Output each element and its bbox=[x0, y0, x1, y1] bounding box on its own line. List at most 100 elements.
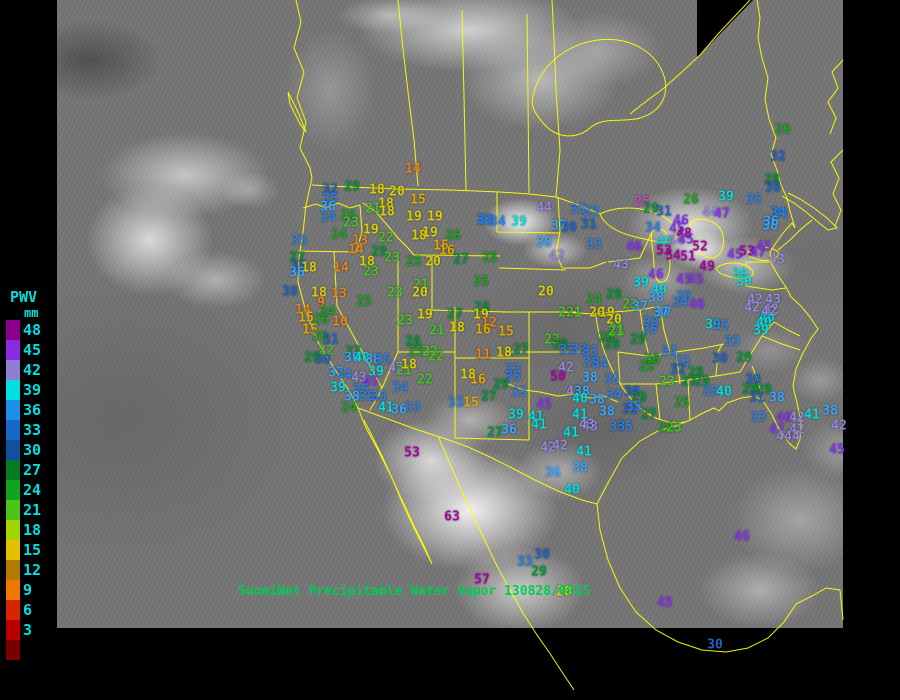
legend-row: 24 bbox=[6, 480, 56, 500]
station-value: 40 bbox=[572, 391, 588, 407]
station-value: 29 bbox=[631, 390, 647, 406]
station-value: 47 bbox=[714, 206, 730, 222]
station-value: 34 bbox=[606, 387, 622, 403]
station-value: 53 bbox=[656, 243, 672, 259]
station-value: 18 bbox=[411, 228, 427, 244]
station-value: 36 bbox=[320, 199, 336, 215]
station-value: 25 bbox=[408, 344, 424, 360]
station-value: 30 bbox=[624, 384, 640, 400]
station-value: 43 bbox=[582, 419, 598, 435]
station-value: 44 bbox=[536, 200, 552, 216]
station-value: 15 bbox=[410, 192, 426, 208]
station-value: 34 bbox=[772, 206, 788, 222]
legend-row: 45 bbox=[6, 340, 56, 360]
station-value: 33 bbox=[643, 315, 659, 331]
legend-row: 39 bbox=[6, 380, 56, 400]
station-value: 45 bbox=[829, 442, 845, 458]
station-value: 38 bbox=[648, 290, 664, 306]
station-value: 45 bbox=[669, 221, 685, 237]
station-value: 19 bbox=[422, 225, 438, 241]
station-value: 39 bbox=[718, 189, 734, 205]
station-value: 30 bbox=[315, 352, 331, 368]
station-value: 43 bbox=[769, 252, 785, 268]
station-value: 14 bbox=[348, 242, 364, 258]
station-value: 12 bbox=[481, 315, 497, 331]
station-value: 34 bbox=[320, 210, 336, 226]
legend-title: PWV bbox=[10, 288, 38, 306]
station-value: 20 bbox=[412, 285, 428, 301]
station-value: 27 bbox=[289, 250, 305, 266]
station-value: 40 bbox=[656, 234, 672, 250]
station-value: 29 bbox=[304, 350, 320, 366]
station-value: 34 bbox=[490, 214, 506, 230]
station-value: 21 bbox=[609, 322, 625, 338]
station-value: 33 bbox=[371, 389, 387, 405]
legend-swatch bbox=[6, 460, 20, 480]
station-value: 18 bbox=[301, 260, 317, 276]
caption-text: SuomiNet Precipitable Water Vapor bbox=[238, 584, 497, 599]
station-value: 41 bbox=[576, 444, 592, 460]
station-value: 24 bbox=[658, 420, 674, 436]
legend-row: 27 bbox=[6, 460, 56, 480]
station-value: 27 bbox=[487, 425, 503, 441]
station-value: 18 bbox=[379, 204, 395, 220]
station-value: 46 bbox=[689, 297, 705, 313]
station-value: 26 bbox=[644, 352, 660, 368]
station-value: 33 bbox=[571, 342, 587, 358]
station-value: 33 bbox=[476, 212, 492, 228]
station-value: 39 bbox=[732, 266, 748, 282]
station-value: 42 bbox=[540, 440, 556, 456]
station-value: 29 bbox=[643, 201, 659, 217]
station-value: 19 bbox=[473, 307, 489, 323]
legend-label: 45 bbox=[23, 341, 42, 359]
station-value: 35 bbox=[322, 191, 338, 207]
station-value: 42 bbox=[789, 422, 805, 438]
station-value: 25 bbox=[406, 254, 422, 270]
station-value: 25 bbox=[634, 194, 650, 210]
station-value: 34 bbox=[770, 205, 786, 221]
legend-swatch bbox=[6, 340, 20, 360]
legend-unit: mm bbox=[24, 306, 39, 320]
station-value: 35 bbox=[570, 202, 586, 218]
legend-row: 15 bbox=[6, 540, 56, 560]
station-value: 37 bbox=[656, 305, 672, 321]
legend-label: 42 bbox=[23, 361, 42, 379]
station-value: 41 bbox=[804, 407, 820, 423]
station-value: 40 bbox=[564, 482, 580, 498]
station-value: 35 bbox=[642, 322, 658, 338]
station-value: 54 bbox=[665, 248, 681, 264]
station-value: 19 bbox=[406, 209, 422, 225]
station-value: 30 bbox=[291, 258, 307, 274]
legend-swatch bbox=[6, 560, 20, 580]
station-value: 33 bbox=[750, 410, 766, 426]
station-value: 26 bbox=[683, 192, 699, 208]
station-value: 49 bbox=[699, 259, 715, 275]
station-value: 43 bbox=[579, 417, 595, 433]
station-value: 40 bbox=[759, 310, 775, 326]
station-value: 23 bbox=[343, 215, 359, 231]
station-value: 39 bbox=[330, 380, 346, 396]
station-value: 37 bbox=[653, 305, 669, 321]
legend-label: 9 bbox=[23, 581, 33, 599]
caption-timestamp: 130828/0915 bbox=[504, 584, 591, 599]
station-value: 41 bbox=[572, 407, 588, 423]
legend-swatch bbox=[6, 620, 20, 640]
station-value: 26 bbox=[445, 228, 461, 244]
station-value: 33 bbox=[505, 362, 521, 378]
legend-label: 36 bbox=[23, 401, 42, 419]
station-value: 33 bbox=[511, 385, 527, 401]
legend-swatch bbox=[6, 600, 20, 620]
station-value: 39 bbox=[368, 364, 384, 380]
station-value: 50 bbox=[550, 369, 566, 385]
station-value: 53 bbox=[739, 244, 755, 260]
station-value: 33 bbox=[724, 334, 740, 350]
station-value: 38 bbox=[599, 404, 615, 420]
legend-row bbox=[6, 640, 56, 660]
legend-swatch bbox=[6, 440, 20, 460]
lake-superior-outline bbox=[599, 207, 678, 243]
station-value: 30 bbox=[765, 180, 781, 196]
station-value: 15 bbox=[433, 238, 449, 254]
station-value: 29 bbox=[493, 377, 509, 393]
